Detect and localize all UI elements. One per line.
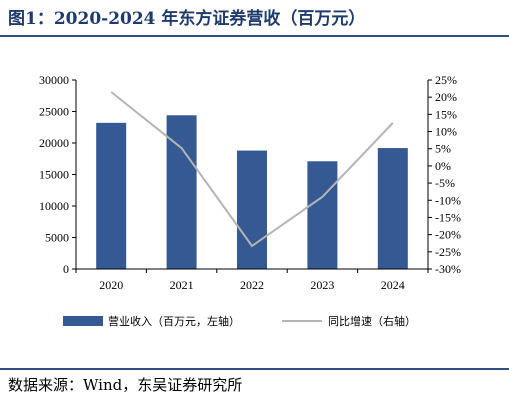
right-axis-ticks: -30% -25% -20% -15% -10% -5% 0% 5% 10% 15% 20% 25% bbox=[428, 73, 461, 276]
left-tick-label: 0 bbox=[63, 262, 69, 276]
left-axis-ticks: 0 5000 10000 15000 20000 25000 30000 bbox=[39, 73, 76, 276]
x-tick-label: 2020 bbox=[99, 278, 123, 292]
x-tick-label: 2022 bbox=[240, 278, 264, 292]
left-tick-label: 25000 bbox=[39, 105, 69, 119]
legend: 营业收入（百万元，左轴） 同比增速（右轴） bbox=[63, 314, 416, 328]
right-tick-label: -10% bbox=[435, 193, 461, 207]
right-tick-label: -25% bbox=[435, 245, 461, 259]
bar bbox=[307, 161, 338, 269]
bar bbox=[166, 115, 197, 269]
bar bbox=[377, 148, 408, 269]
right-tick-label: 0% bbox=[435, 159, 451, 173]
right-tick-label: 10% bbox=[435, 125, 457, 139]
x-tick-label: 2023 bbox=[310, 278, 334, 292]
x-tick-label: 2024 bbox=[381, 278, 405, 292]
right-tick-label: 25% bbox=[435, 73, 457, 87]
left-tick-label: 5000 bbox=[45, 231, 69, 245]
right-tick-label: -5% bbox=[435, 176, 455, 190]
left-tick-label: 30000 bbox=[39, 73, 69, 87]
x-axis-labels: 2020 2021 2022 2023 2024 bbox=[75, 269, 429, 292]
bottom-rule bbox=[0, 368, 509, 370]
legend-bar-label: 营业收入（百万元，左轴） bbox=[108, 314, 240, 328]
line-series bbox=[110, 91, 394, 248]
source-note: 数据来源：Wind，东吴证券研究所 bbox=[8, 376, 243, 394]
right-tick-label: 20% bbox=[435, 90, 457, 104]
left-tick-label: 15000 bbox=[39, 168, 69, 182]
x-tick-label: 2021 bbox=[170, 278, 194, 292]
legend-line-label: 同比增速（右轴） bbox=[328, 314, 416, 328]
right-tick-label: 15% bbox=[435, 107, 457, 121]
top-rule bbox=[0, 35, 509, 37]
left-tick-label: 20000 bbox=[39, 136, 69, 150]
right-tick-label: 5% bbox=[435, 142, 451, 156]
right-tick-label: -20% bbox=[435, 228, 461, 242]
bar bbox=[237, 150, 267, 269]
bar bbox=[96, 122, 127, 269]
left-tick-label: 10000 bbox=[39, 199, 69, 213]
legend-bar-swatch bbox=[63, 316, 103, 326]
bar-series bbox=[96, 115, 408, 269]
right-tick-label: -15% bbox=[435, 210, 461, 224]
chart-title: 图1：2020-2024 年东方证券营收（百万元） bbox=[8, 9, 366, 29]
right-tick-label: -30% bbox=[435, 262, 461, 276]
